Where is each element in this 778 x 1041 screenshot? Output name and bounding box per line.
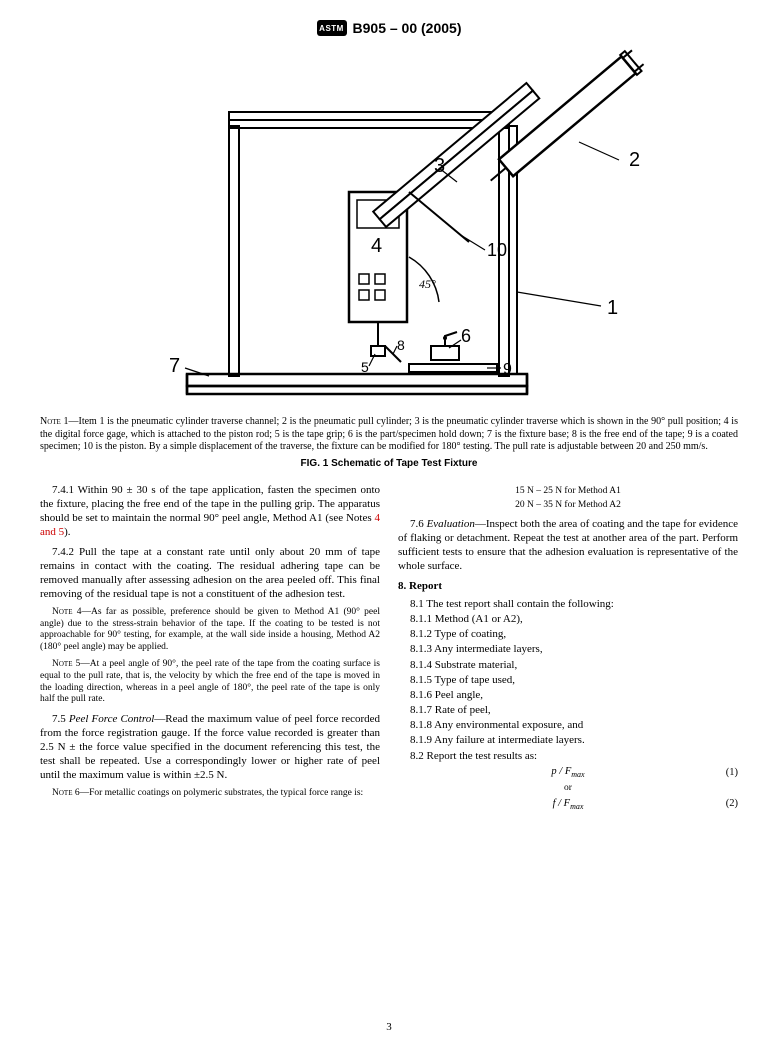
label-2: 2 xyxy=(629,149,640,171)
eq2-body: f / F xyxy=(553,798,571,809)
left-column: 7.4.1 Within 90 ± 30 s of the tape appli… xyxy=(40,483,380,814)
force-range-a2: 20 N – 35 N for Method A2 xyxy=(398,499,738,511)
p75-lead: 7.5 xyxy=(52,713,69,725)
item-8-1-6: 8.1.6 Peel angle, xyxy=(398,688,738,702)
label-9: 9 xyxy=(503,361,512,378)
note-text: Item 1 is the pneumatic cylinder travers… xyxy=(40,416,738,452)
p75-head: Peel Force Control xyxy=(69,713,154,725)
figure-note: Note 1—Item 1 is the pneumatic cylinder … xyxy=(40,416,738,454)
right-column: 15 N – 25 N for Method A1 20 N – 35 N fo… xyxy=(398,483,738,814)
label-6: 6 xyxy=(461,326,471,346)
item-8-1-5: 8.1.5 Type of tape used, xyxy=(398,673,738,687)
para-8-1: 8.1 The test report shall contain the fo… xyxy=(398,597,738,611)
eq1-sub: max xyxy=(571,770,584,779)
note-label: Note 1— xyxy=(40,416,79,427)
p741-tail: ). xyxy=(64,526,70,538)
note6-label: Note 6— xyxy=(52,788,89,798)
schematic-diagram: 45° 1 2 3 4 5 6 7 8 9 10 xyxy=(109,42,669,412)
item-8-1-1: 8.1.1 Method (A1 or A2), xyxy=(398,612,738,626)
figure-caption: FIG. 1 Schematic of Tape Test Fixture xyxy=(40,458,738,469)
eq1-num: (1) xyxy=(710,766,738,779)
note6-text: For metallic coatings on polymeric subst… xyxy=(89,788,363,798)
item-8-1-8: 8.1.8 Any environmental exposure, and xyxy=(398,718,738,732)
standard-designation: B905 – 00 (2005) xyxy=(353,20,462,36)
para-8-2: 8.2 Report the test results as: xyxy=(398,749,738,763)
p76-lead: 7.6 xyxy=(410,518,427,530)
equation-2: f / Fmax (2) xyxy=(398,797,738,812)
label-8: 8 xyxy=(397,337,405,353)
note-4: Note 4—As far as possible, preference sh… xyxy=(40,607,380,653)
eq1-body: p / F xyxy=(551,766,571,777)
para-7-6: 7.6 Evaluation—Inspect both the area of … xyxy=(398,517,738,573)
page-header: ASTM B905 – 00 (2005) xyxy=(40,20,738,36)
force-range-a1: 15 N – 25 N for Method A1 xyxy=(398,485,738,497)
note5-label: Note 5— xyxy=(52,659,90,669)
para-7-4-1: 7.4.1 Within 90 ± 30 s of the tape appli… xyxy=(40,483,380,539)
label-1: 1 xyxy=(607,297,618,319)
para-7-5: 7.5 Peel Force Control—Read the maximum … xyxy=(40,712,380,782)
note5-text: At a peel angle of 90°, the peel rate of… xyxy=(40,659,380,704)
item-8-1-7: 8.1.7 Rate of peel, xyxy=(398,703,738,717)
label-3: 3 xyxy=(434,155,445,177)
item-8-1-9: 8.1.9 Any failure at intermediate layers… xyxy=(398,733,738,747)
svg-text:45°: 45° xyxy=(419,277,436,291)
note4-text: As far as possible, preference should be… xyxy=(40,607,380,652)
astm-logo: ASTM xyxy=(317,20,347,36)
equation-or: or xyxy=(398,782,738,794)
note-5: Note 5—At a peel angle of 90°, the peel … xyxy=(40,659,380,705)
eq2-num: (2) xyxy=(710,797,738,810)
section-8-head: 8. Report xyxy=(398,579,738,593)
label-4: 4 xyxy=(371,235,382,257)
p76-head: Evaluation xyxy=(427,518,475,530)
document-page: ASTM B905 – 00 (2005) xyxy=(0,0,778,1041)
para-7-4-2: 7.4.2 Pull the tape at a constant rate u… xyxy=(40,545,380,601)
note-6: Note 6—For metallic coatings on polymeri… xyxy=(40,788,380,800)
eq2-sub: max xyxy=(570,802,583,811)
note4-label: Note 4— xyxy=(52,607,91,617)
item-8-1-2: 8.1.2 Type of coating, xyxy=(398,627,738,641)
item-8-1-4: 8.1.4 Substrate material, xyxy=(398,658,738,672)
p741-text: 7.4.1 Within 90 ± 30 s of the tape appli… xyxy=(40,484,380,524)
body-columns: 7.4.1 Within 90 ± 30 s of the tape appli… xyxy=(40,483,738,814)
equation-1: p / Fmax (1) xyxy=(398,765,738,780)
label-10: 10 xyxy=(487,240,507,260)
label-5: 5 xyxy=(361,359,369,375)
page-number: 3 xyxy=(0,1021,778,1033)
label-7: 7 xyxy=(169,355,180,377)
item-8-1-3: 8.1.3 Any intermediate layers, xyxy=(398,642,738,656)
figure-container: 45° 1 2 3 4 5 6 7 8 9 10 xyxy=(40,42,738,412)
